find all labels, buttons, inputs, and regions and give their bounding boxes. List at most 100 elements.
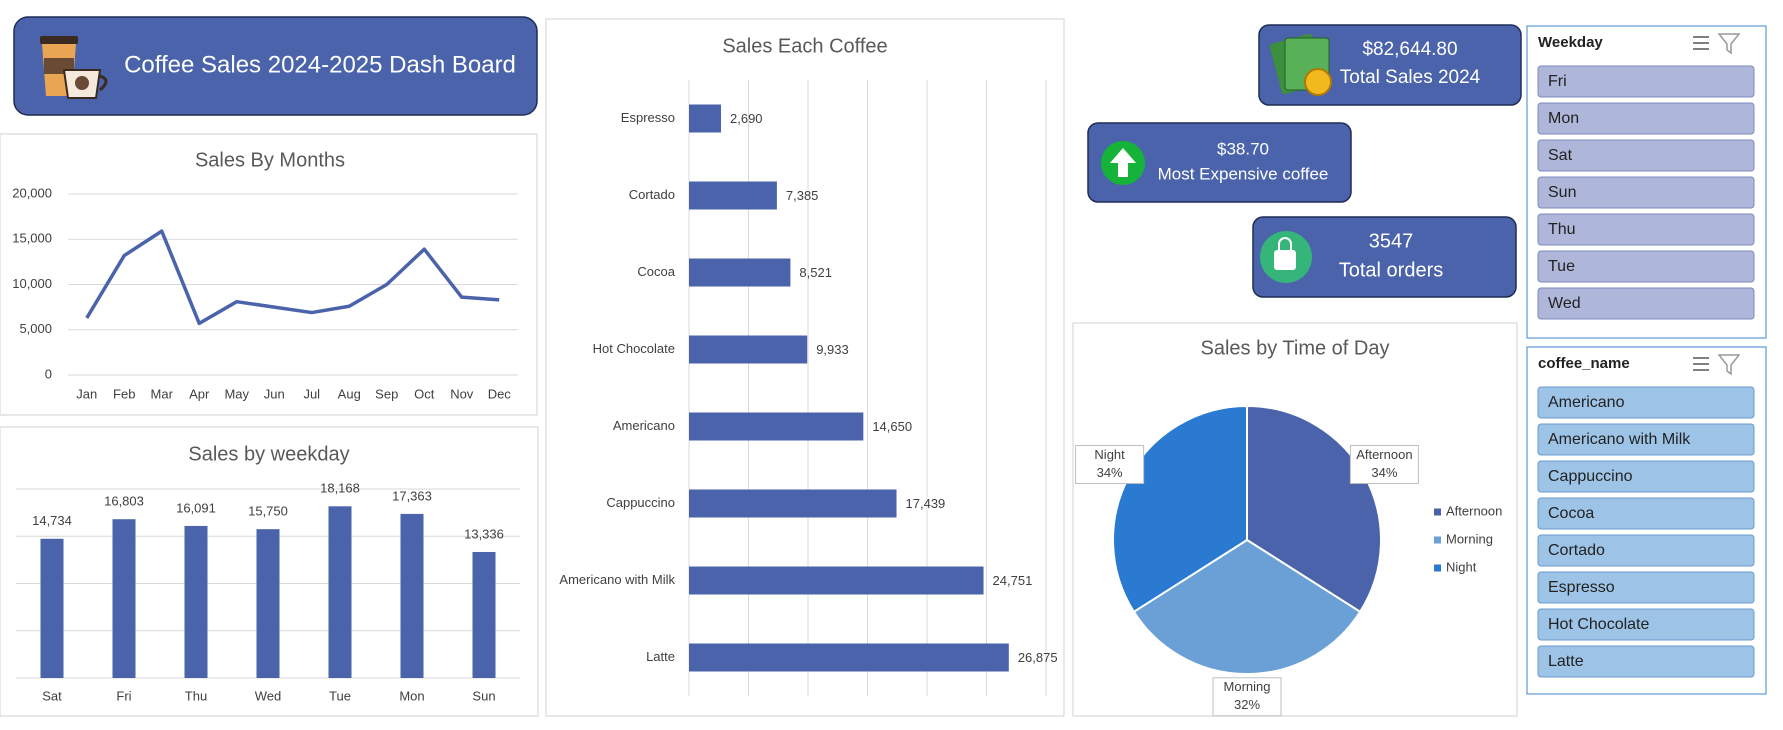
header-title: Coffee Sales 2024-2025 Dash Board xyxy=(124,51,516,78)
chart-title: Sales by weekday xyxy=(188,443,349,465)
legend-label: Night xyxy=(1446,559,1477,574)
data-label: 34% xyxy=(1097,465,1123,480)
data-label: 9,933 xyxy=(816,342,849,357)
slicer-item-label[interactable]: Americano xyxy=(1548,394,1625,411)
chart-title: Sales Each Coffee xyxy=(722,35,887,57)
slicer-item-label[interactable]: Cappuccino xyxy=(1548,468,1633,485)
months-panel xyxy=(0,133,538,416)
bar xyxy=(184,525,208,678)
clear-filter-icon[interactable] xyxy=(1717,33,1741,55)
pie-slice xyxy=(1132,538,1362,675)
legend-swatch xyxy=(1434,508,1441,516)
x-tick-label: Wed xyxy=(255,688,282,703)
slicer-item[interactable] xyxy=(1537,460,1755,493)
y-tick-label: Cocoa xyxy=(637,264,675,279)
slicer-item-label[interactable]: Sat xyxy=(1548,147,1573,164)
slicer-item[interactable] xyxy=(1537,645,1755,678)
slicer-item[interactable] xyxy=(1537,608,1755,641)
slicer-item[interactable] xyxy=(1537,497,1755,530)
bar xyxy=(689,335,808,364)
data-label-category: Afternoon xyxy=(1356,447,1412,462)
slicer-item-label[interactable]: Cocoa xyxy=(1548,505,1594,522)
bar xyxy=(40,538,64,678)
x-tick-label: Nov xyxy=(450,386,474,401)
coffee-panel xyxy=(545,18,1065,717)
data-label: 8,521 xyxy=(799,265,832,280)
data-label-category: Morning xyxy=(1224,679,1271,694)
y-tick-label: Americano with Milk xyxy=(559,572,675,587)
data-label: 16,803 xyxy=(104,494,144,509)
header-box xyxy=(13,16,538,116)
slicer-item[interactable] xyxy=(1537,287,1755,320)
data-label: 14,734 xyxy=(32,513,72,528)
slicer-item-label[interactable]: Hot Chocolate xyxy=(1548,616,1649,633)
x-tick-label: Sep xyxy=(375,386,398,401)
y-tick-label: Hot Chocolate xyxy=(593,341,675,356)
data-label: 13,336 xyxy=(464,526,504,541)
data-label-category: Night xyxy=(1094,447,1125,462)
data-label: 32% xyxy=(1234,697,1260,712)
legend-swatch xyxy=(1434,536,1441,544)
x-tick-label: Jul xyxy=(303,386,320,401)
chart-title: Sales by Time of Day xyxy=(1201,337,1390,359)
slicer-item[interactable] xyxy=(1537,102,1755,135)
y-tick-label: 5,000 xyxy=(19,321,52,336)
slicer-item[interactable] xyxy=(1537,139,1755,172)
y-tick-label: Cortado xyxy=(629,187,675,202)
slicer-item-label[interactable]: Mon xyxy=(1548,110,1579,127)
chart-title: Sales By Months xyxy=(195,149,345,171)
y-tick-label: 0 xyxy=(45,366,52,381)
slicer-item[interactable] xyxy=(1537,176,1755,209)
x-tick-label: Mon xyxy=(399,688,424,703)
slicer-item-label[interactable]: Latte xyxy=(1548,653,1584,670)
slicer-item[interactable] xyxy=(1537,571,1755,604)
slicer-item-label[interactable]: Sun xyxy=(1548,184,1576,201)
data-label: 17,363 xyxy=(392,488,432,503)
slicer-item[interactable] xyxy=(1537,213,1755,246)
slicer-item-label[interactable]: Americano with Milk xyxy=(1548,431,1691,448)
multi-select-icon[interactable] xyxy=(1693,357,1709,371)
clear-filter-icon[interactable] xyxy=(1717,354,1741,376)
y-tick-label: Latte xyxy=(646,649,675,664)
slicer-title: Weekday xyxy=(1538,34,1603,51)
x-tick-label: Thu xyxy=(185,688,207,703)
legend-swatch xyxy=(1434,564,1441,572)
data-label: 7,385 xyxy=(786,188,819,203)
bar xyxy=(689,258,791,287)
x-tick-label: Feb xyxy=(113,386,135,401)
slicer-item-label[interactable]: Thu xyxy=(1548,221,1576,238)
kpi-total-orders: 3547 Total orders xyxy=(1252,216,1517,298)
slicer-item[interactable] xyxy=(1537,65,1755,98)
kpi-most-expensive: $38.70 Most Expensive coffee xyxy=(1087,122,1352,203)
slicer-title: coffee_name xyxy=(1538,355,1630,372)
x-tick-label: Sat xyxy=(42,688,62,703)
x-tick-label: Oct xyxy=(414,386,435,401)
kpi-box xyxy=(1252,216,1517,298)
slicer-item[interactable] xyxy=(1537,386,1755,419)
bar xyxy=(689,412,864,441)
slicer-item-label[interactable]: Tue xyxy=(1548,258,1575,275)
x-tick-label: Jan xyxy=(76,386,97,401)
bar xyxy=(689,643,1009,672)
header: Coffee Sales 2024-2025 Dash Board xyxy=(13,16,538,116)
data-label-box xyxy=(1212,677,1282,717)
slicer-item[interactable] xyxy=(1537,534,1755,567)
data-label-box xyxy=(1349,444,1419,484)
bar xyxy=(328,506,352,678)
bar xyxy=(689,181,777,210)
slicer-item-label[interactable]: Fri xyxy=(1548,73,1567,90)
bar xyxy=(112,519,136,678)
kpi-value: $82,644.80 xyxy=(1362,39,1457,60)
kpi-box xyxy=(1087,122,1352,203)
slicer-item-label[interactable]: Espresso xyxy=(1548,579,1615,596)
kpi-label: Total orders xyxy=(1339,259,1444,281)
slicer-item[interactable] xyxy=(1537,250,1755,283)
slicer-item-label[interactable]: Cortado xyxy=(1548,542,1605,559)
multi-select-icon[interactable] xyxy=(1693,36,1709,50)
kpi-value: $38.70 xyxy=(1217,139,1269,158)
y-tick-label: 10,000 xyxy=(12,276,52,291)
slicer-item-label[interactable]: Wed xyxy=(1548,295,1581,312)
slicer-item[interactable] xyxy=(1537,423,1755,456)
data-label: 34% xyxy=(1371,465,1397,480)
